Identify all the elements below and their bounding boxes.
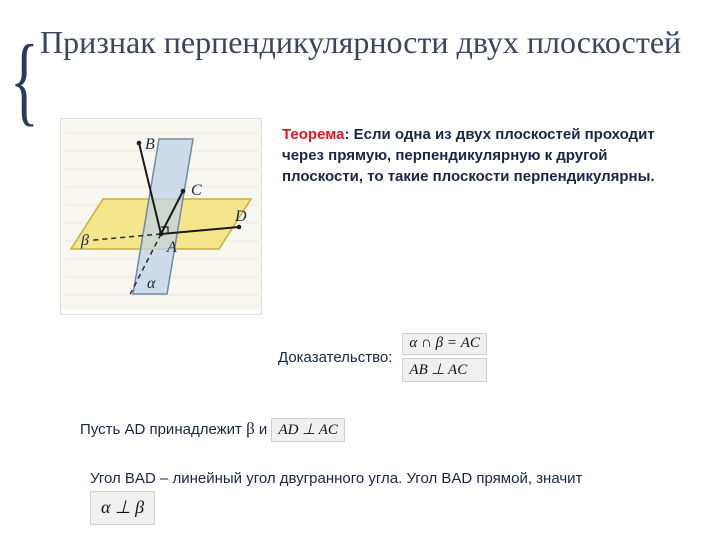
line2-mid2: и [259, 421, 272, 438]
line3-pre: Угол BAD – линейный угол двугранного угл… [90, 470, 582, 487]
theorem-label: Теорема [282, 126, 344, 143]
proof-label: Доказательство: [278, 349, 392, 366]
theorem-text: Теорема: Если одна из двух плоскостей пр… [282, 124, 670, 187]
svg-text:D: D [234, 208, 247, 225]
proof-line-2: Пусть AD принадлежит β и AD ⊥ AC [80, 418, 670, 442]
theorem-sep: : [344, 126, 353, 143]
page-title: Признак перпендикулярности двух плоскост… [40, 22, 690, 62]
svg-text:β: β [80, 232, 89, 249]
proof-row: Доказательство: α ∩ β = AC AB ⊥ AC [278, 333, 670, 382]
line2-beta: β [246, 419, 255, 438]
content-area: B C A Dβ α Теорема: Если одна из двух плоско… [60, 118, 670, 525]
perpendicular-planes-diagram: B C A Dβ α [61, 119, 261, 309]
decorative-brace: { [10, 30, 39, 130]
math-final: α ⊥ β [90, 491, 155, 525]
svg-text:A: A [166, 239, 177, 256]
proof-initial-exprs: α ∩ β = AC AB ⊥ AC [402, 333, 486, 382]
math-perp-ad-ac: AD ⊥ AC [271, 418, 344, 442]
proof-line-3: Угол BAD – линейный угол двугранного угл… [90, 468, 610, 525]
svg-text:C: C [191, 182, 202, 199]
math-perp-ab-ac: AB ⊥ AC [402, 358, 486, 382]
math-intersect: α ∩ β = AC [402, 333, 486, 355]
diagram-container: B C A Dβ α [60, 118, 262, 315]
svg-text:α: α [147, 275, 156, 292]
line2-pre: Пусть AD принадлежит [80, 421, 246, 438]
theorem-row: B C A Dβ α Теорема: Если одна из двух плоско… [60, 118, 670, 315]
svg-text:B: B [145, 136, 155, 153]
